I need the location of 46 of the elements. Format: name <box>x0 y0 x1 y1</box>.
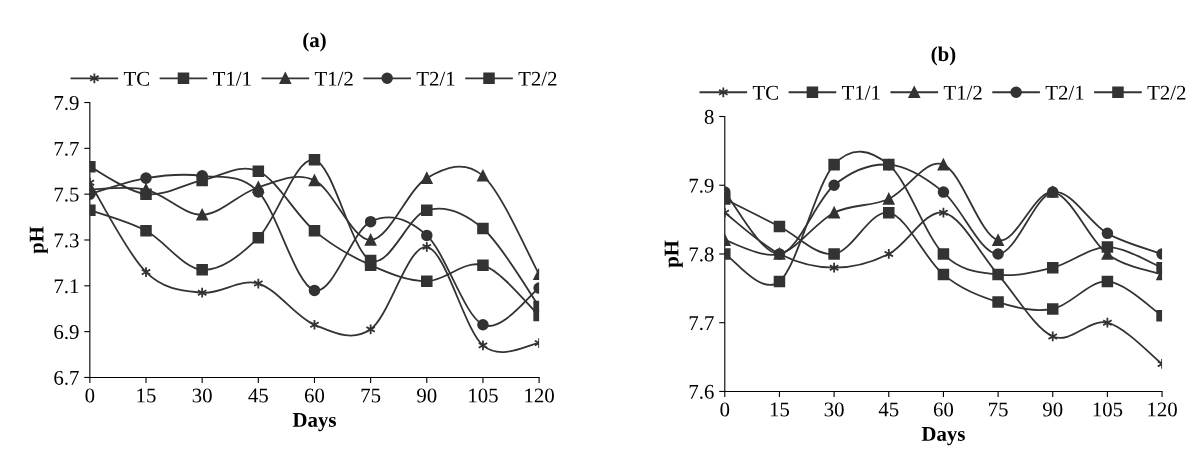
x-tick-label: 90 <box>417 388 437 403</box>
x-tick-label: 0 <box>720 402 730 417</box>
x-tick-label: 15 <box>137 388 156 403</box>
legend-label: T2/1 <box>416 71 455 86</box>
x-tick-label: 105 <box>1093 402 1123 417</box>
legend-label: T1/1 <box>213 71 251 86</box>
x-tick-label: 120 <box>1148 402 1177 417</box>
legend-label: T2/2 <box>1147 85 1186 100</box>
y-tick-label: 7.6 <box>689 384 714 399</box>
x-tick-label: 75 <box>361 388 381 403</box>
x-axis-title: Days <box>292 413 336 432</box>
x-tick-label: 45 <box>248 388 268 403</box>
x-tick-label: 60 <box>304 388 325 403</box>
x-tick-label: 30 <box>824 402 844 417</box>
y-tick-label: 7.8 <box>689 247 714 262</box>
y-tick-label: 8 <box>704 109 714 124</box>
x-tick-label: 45 <box>878 402 899 417</box>
x-tick-label: 15 <box>770 402 790 417</box>
y-axis-title: pH <box>29 226 48 254</box>
x-axis-title: Days <box>921 427 965 446</box>
y-tick-label: 7.9 <box>54 95 79 111</box>
legend-label: TC <box>752 85 778 100</box>
y-axis-title: pH <box>664 240 683 268</box>
legend-label: T2/2 <box>518 71 557 86</box>
x-tick-label: 105 <box>469 388 498 403</box>
y-tick-label: 6.7 <box>54 370 79 385</box>
x-tick-label: 75 <box>989 402 1008 417</box>
y-tick-label: 7.5 <box>54 187 79 202</box>
chart-title: (a) <box>303 32 326 52</box>
y-tick-label: 7.3 <box>54 233 79 248</box>
x-tick-label: 120 <box>525 388 554 403</box>
chart-title: (b) <box>931 46 956 66</box>
x-tick-label: 0 <box>85 388 95 403</box>
legend-label: T2/1 <box>1045 85 1084 100</box>
x-tick-label: 90 <box>1043 402 1063 417</box>
y-tick-label: 7.1 <box>54 279 79 294</box>
legend-label: T1/1 <box>841 85 880 100</box>
y-tick-label: 6.9 <box>54 325 79 340</box>
x-tick-label: 30 <box>192 388 212 403</box>
y-tick-label: 7.9 <box>689 178 714 193</box>
x-tick-label: 60 <box>933 402 954 417</box>
legend-label: T1/2 <box>314 71 353 86</box>
y-tick-label: 7.7 <box>54 141 79 156</box>
legend-label: TC <box>123 71 149 86</box>
y-tick-label: 7.7 <box>689 316 714 331</box>
legend-label: T1/2 <box>943 85 982 100</box>
